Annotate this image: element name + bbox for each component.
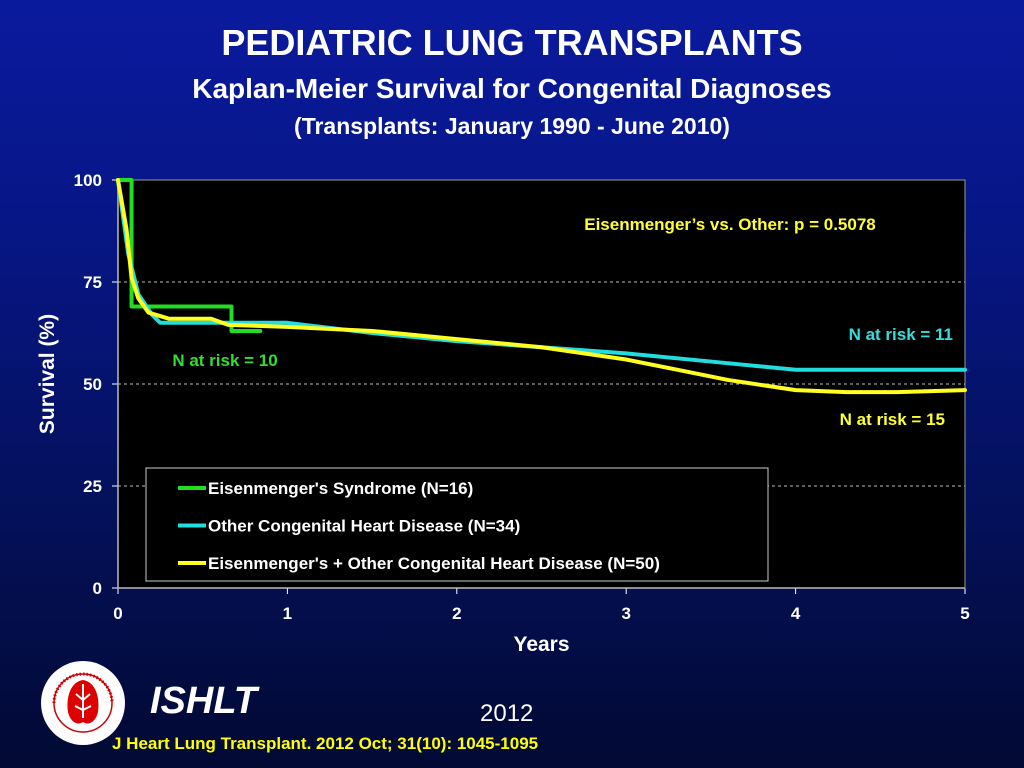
x-tick-label: 4 (791, 604, 801, 623)
n-at-risk-combined: N at risk = 15 (840, 410, 945, 429)
x-tick-label: 0 (113, 604, 122, 623)
citation: J Heart Lung Transplant. 2012 Oct; 31(10… (112, 734, 539, 753)
y-tick-label: 100 (74, 171, 102, 190)
organization-name: ISHLT (150, 680, 257, 722)
eisenmenger-survival-line (116, 178, 263, 333)
legend-label: Eisenmenger's + Other Congenital Heart D… (208, 554, 660, 573)
y-tick-label: 50 (83, 375, 102, 394)
survival-chart: 0 25 50 75 100 0 1 2 3 4 5 Eisenmenger’s vs. Other… (36, 171, 970, 656)
legend-label: Eisenmenger's Syndrome (N=16) (208, 479, 473, 498)
y-tick-label: 75 (83, 273, 102, 292)
plot-border (117, 179, 966, 589)
page-date-range: (Transplants: January 1990 - June 2010) (294, 113, 730, 139)
x-tick-label: 3 (621, 604, 630, 623)
combined-survival-line (116, 178, 967, 395)
page-subtitle: Kaplan-Meier Survival for Congenital Dia… (192, 73, 832, 104)
legend (145, 467, 769, 582)
p-value-annotation: Eisenmenger’s vs. Other: p = 0.5078 (584, 215, 876, 234)
x-tick-label: 2 (452, 604, 461, 623)
n-at-risk-eisenmenger: N at risk = 10 (172, 351, 277, 370)
x-axis-label: Years (513, 633, 569, 656)
ishlt-logo (41, 661, 125, 745)
y-axis-label: Survival (%) (36, 314, 59, 434)
y-tick-label: 0 (93, 579, 102, 598)
x-tick-label: 5 (960, 604, 969, 623)
publication-year: 2012 (480, 700, 534, 727)
y-tick-label: 25 (83, 477, 102, 496)
n-at-risk-other: N at risk = 11 (849, 325, 953, 344)
legend-label: Other Congenital Heart Disease (N=34) (208, 517, 520, 536)
page-title: PEDIATRIC LUNG TRANSPLANTS (221, 22, 803, 63)
other-chd-survival-line (116, 178, 967, 372)
x-tick-label: 1 (283, 604, 292, 623)
